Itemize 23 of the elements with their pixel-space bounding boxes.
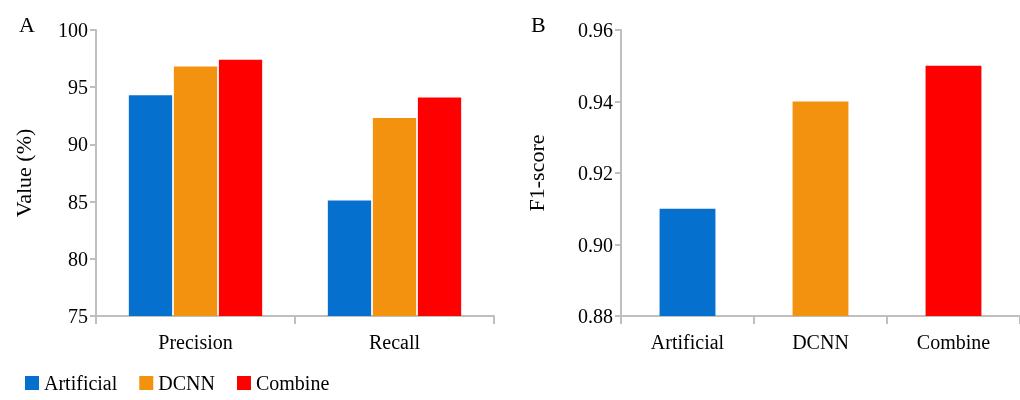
x-tick-label: Recall [368, 331, 421, 353]
legend-label: Combine [255, 372, 330, 394]
y-tick-label: 0.92 [578, 162, 613, 184]
y-tick-label: 0.96 [578, 19, 613, 41]
y-tick-label: 0.94 [578, 90, 613, 113]
y-tick-label: 0.88 [578, 305, 613, 327]
legend-label: DCNN [158, 372, 215, 394]
y-axis-title: F1-score [523, 134, 549, 212]
x-tick-label: DCNN [792, 331, 849, 353]
y-tick-label: 80 [68, 247, 88, 270]
x-tick-label: Combine [916, 331, 991, 353]
y-tick-label: 100 [58, 19, 88, 41]
x-tick-label: Precision [158, 331, 233, 353]
chart-title: B [531, 11, 546, 37]
y-tick-label: 75 [68, 305, 88, 327]
chart-title: A [19, 11, 35, 37]
y-tick-label: 85 [68, 190, 88, 213]
y-tick-label: 90 [68, 133, 88, 156]
legend-label: Artificial [44, 372, 118, 394]
y-axis-title: Value (%) [10, 128, 36, 218]
y-tick-label: 95 [68, 76, 88, 99]
x-tick-label: Artificial [650, 331, 725, 353]
y-tick-label: 0.90 [578, 233, 613, 256]
